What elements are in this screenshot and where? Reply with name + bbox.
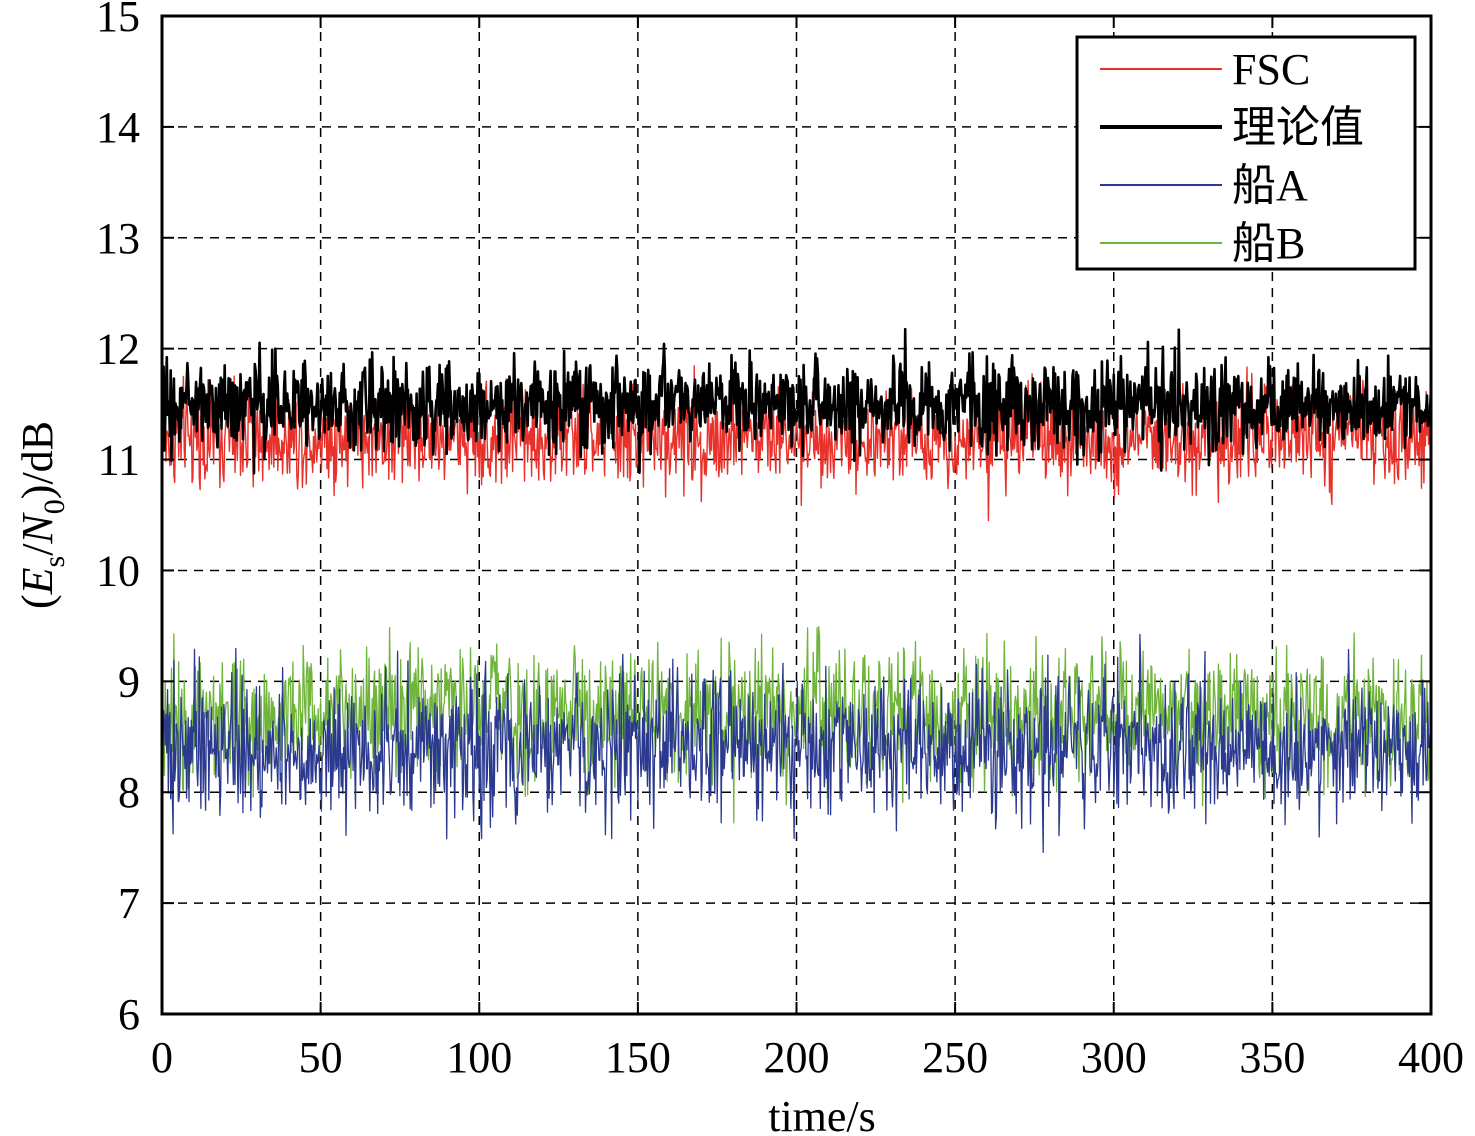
x-tick-label: 300 [1081, 1033, 1147, 1082]
y-tick-label: 12 [96, 325, 140, 374]
legend-label-ship-b: 船B [1232, 219, 1305, 268]
y-tick-label: 11 [98, 436, 140, 485]
y-tick-labels: 6 7 8 9 10 11 12 13 14 15 [96, 0, 140, 1039]
y-tick-label: 15 [96, 0, 140, 41]
series-line-ship-a [161, 633, 1432, 854]
y-tick-label: 14 [96, 103, 140, 152]
series-line-theory [160, 327, 1433, 475]
legend-box [1075, 35, 1417, 271]
legend-label-theory: 理论值 [1232, 103, 1364, 152]
x-tick-label: 50 [299, 1033, 343, 1082]
x-tick-label: 350 [1239, 1033, 1305, 1082]
x-tick-label: 400 [1398, 1033, 1464, 1082]
legend-label-ship-a: 船A [1232, 161, 1308, 210]
y-tick-label: 10 [96, 546, 140, 595]
legend: FSC 理论值 船A 船B [1075, 35, 1417, 271]
x-tick-label: 250 [922, 1033, 988, 1082]
y-axis-title: (Es/N0)/dB [13, 421, 71, 609]
x-tick-labels: 0 50 100 150 200 250 300 350 400 [151, 1033, 1464, 1082]
y-tick-label: 13 [96, 214, 140, 263]
y-tick-label: 6 [118, 990, 140, 1039]
legend-label-fsc: FSC [1232, 45, 1310, 94]
y-tick-label: 7 [118, 879, 140, 928]
y-tick-label: 8 [118, 768, 140, 817]
x-tick-label: 150 [605, 1033, 671, 1082]
axis-ticks [161, 15, 1432, 1015]
x-tick-label: 0 [151, 1033, 173, 1082]
x-tick-label: 200 [764, 1033, 830, 1082]
x-tick-label: 100 [446, 1033, 512, 1082]
x-axis-title: time/s [768, 1092, 876, 1136]
y-tick-label: 9 [118, 657, 140, 706]
series-layer [160, 327, 1433, 854]
